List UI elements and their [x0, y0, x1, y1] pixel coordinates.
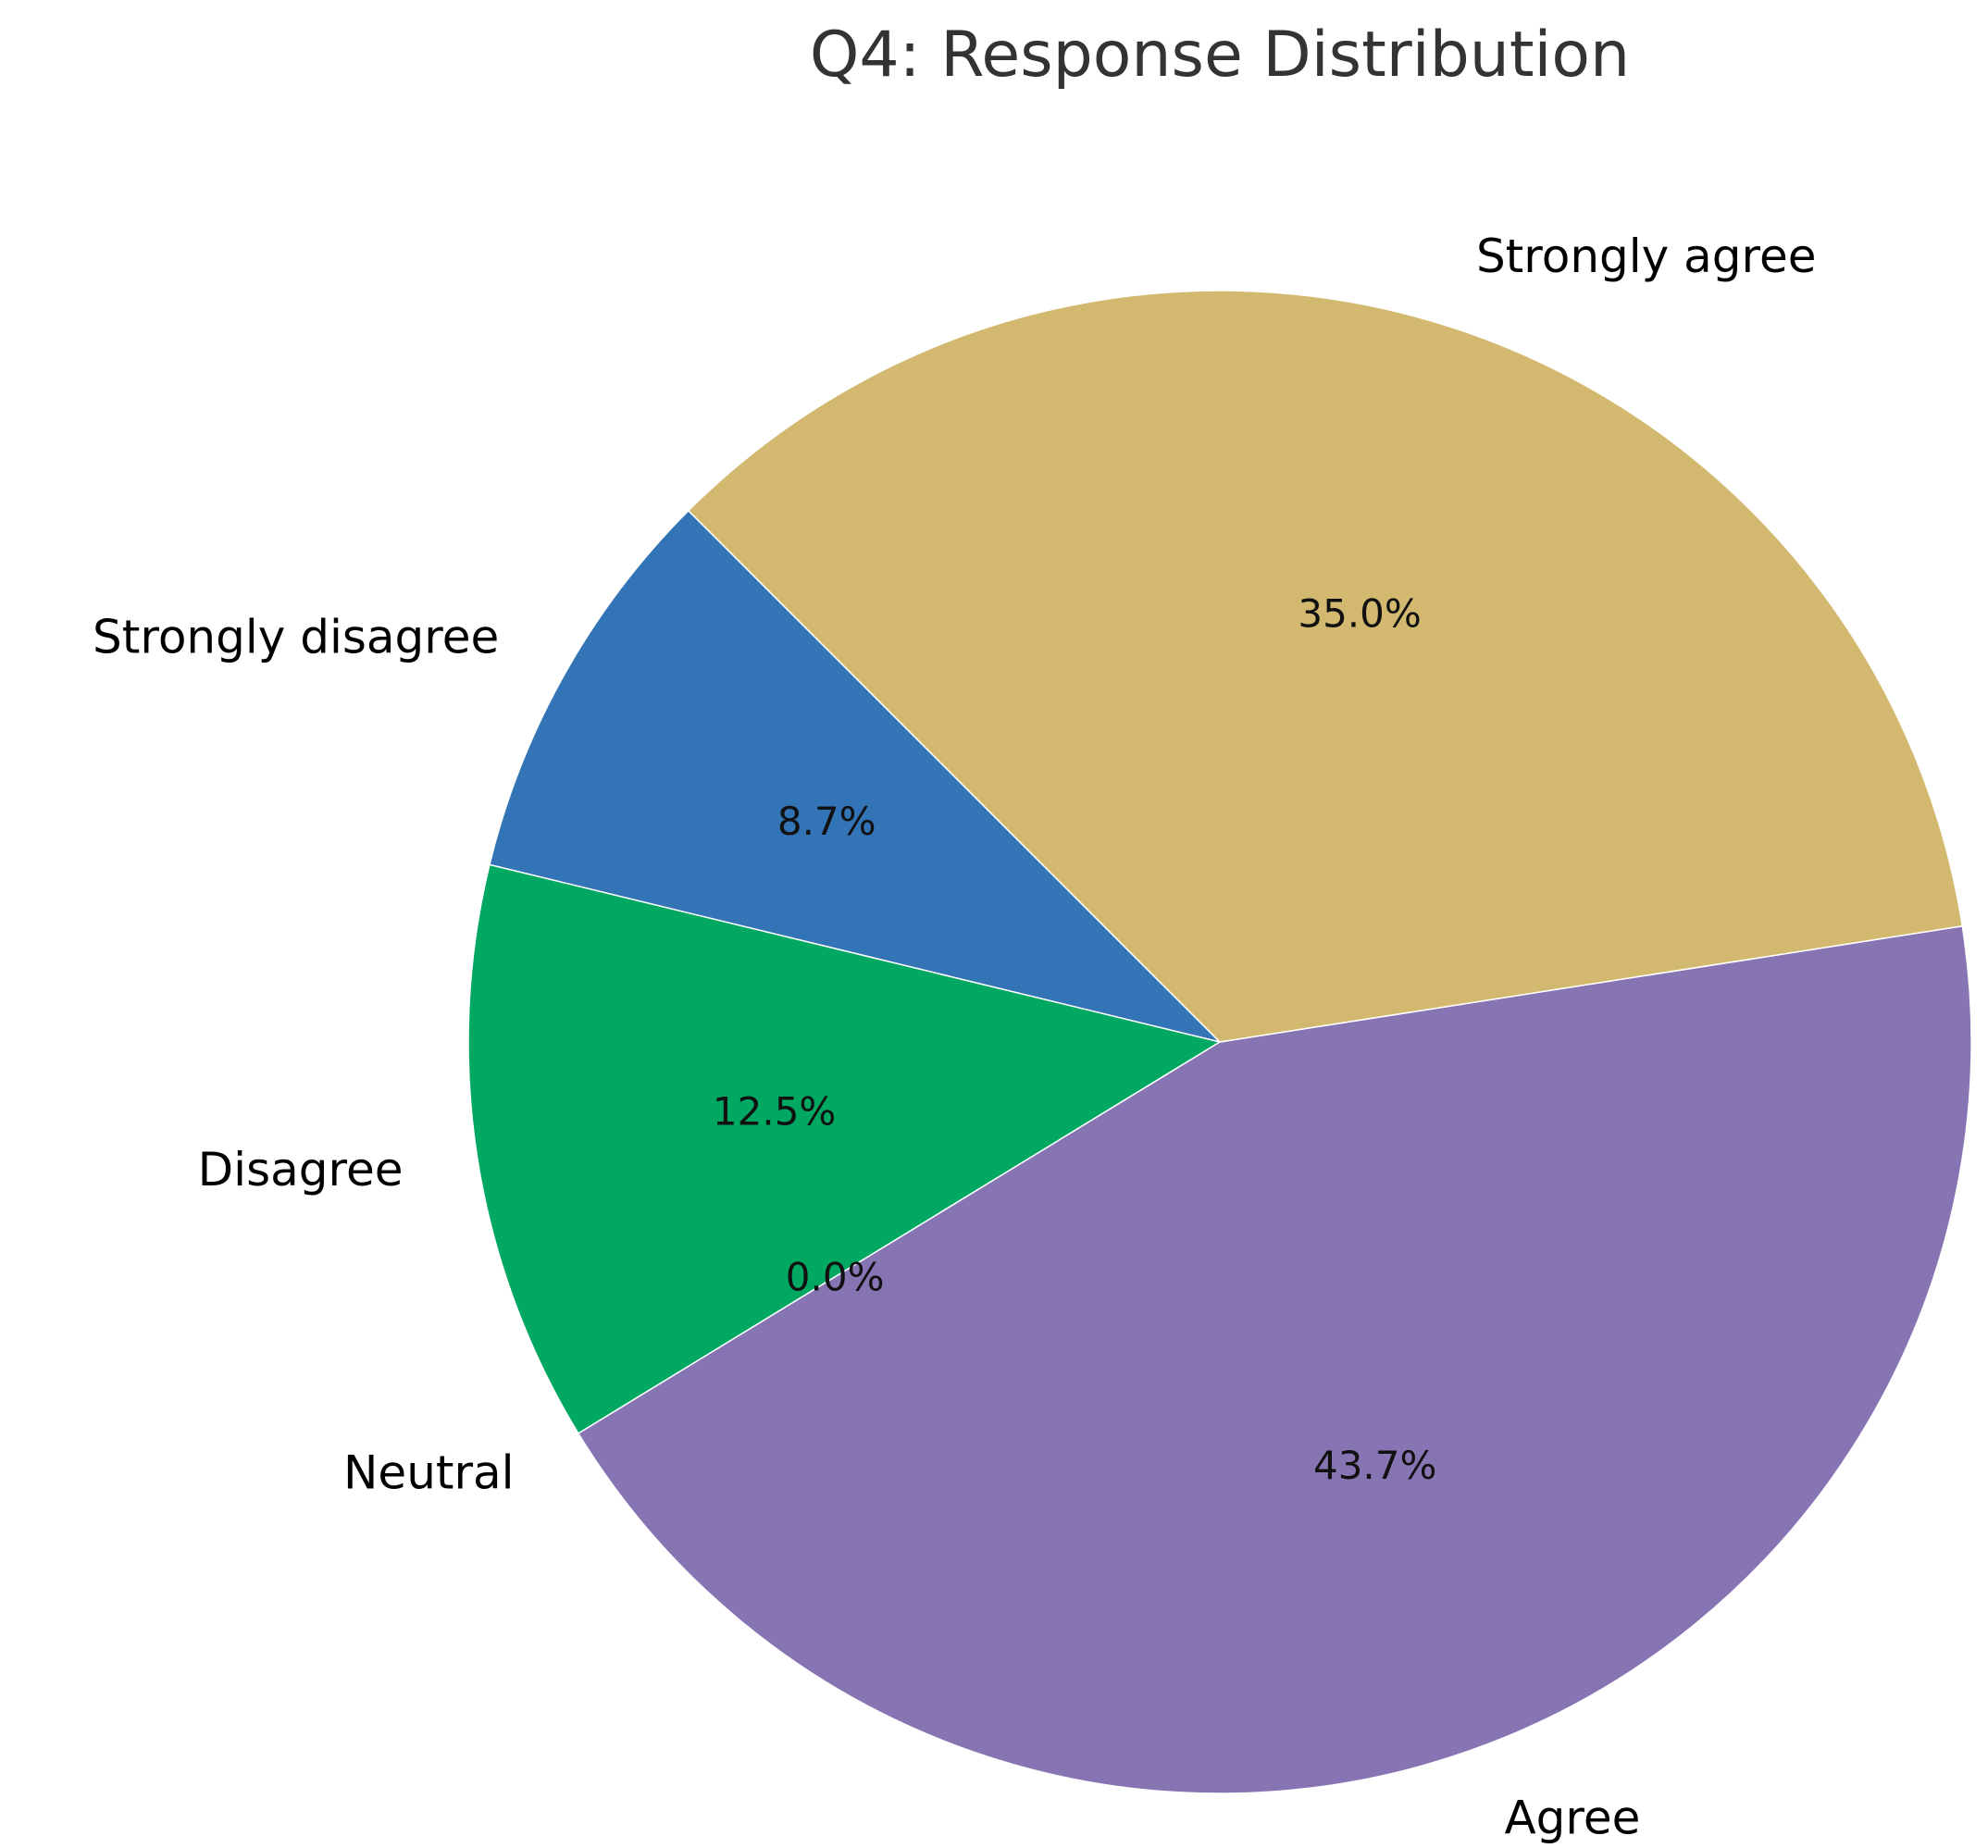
label-strongly-disagree: Strongly disagree — [93, 611, 499, 664]
pct-label-disagree: 12.5% — [713, 1089, 836, 1135]
label-agree: Agree — [1504, 1792, 1640, 1845]
pct-label-strongly-disagree: 8.7% — [777, 799, 876, 844]
percentage-labels: 8.7% 12.5% 0.0% 43.7% 35.0% — [713, 590, 1437, 1488]
category-labels: Strongly disagree Disagree Neutral Agree Str… — [93, 229, 1816, 1845]
slice-strongly-agree — [687, 290, 1964, 1043]
label-strongly-agree: Strongly agree — [1476, 229, 1817, 283]
slice-agree — [577, 924, 1972, 1794]
pct-label-agree: 43.7% — [1313, 1443, 1436, 1488]
label-neutral: Neutral — [343, 1445, 515, 1499]
slice-strongly-disagree — [489, 509, 1223, 1044]
slice-disagree — [467, 863, 1222, 1435]
label-disagree: Disagree — [198, 1143, 404, 1197]
pct-label-neutral: 0.0% — [786, 1254, 885, 1299]
pie-slices — [467, 290, 1972, 1794]
chart-title: Q4: Response Distribution — [810, 19, 1630, 92]
pct-label-strongly-agree: 35.0% — [1298, 590, 1421, 636]
